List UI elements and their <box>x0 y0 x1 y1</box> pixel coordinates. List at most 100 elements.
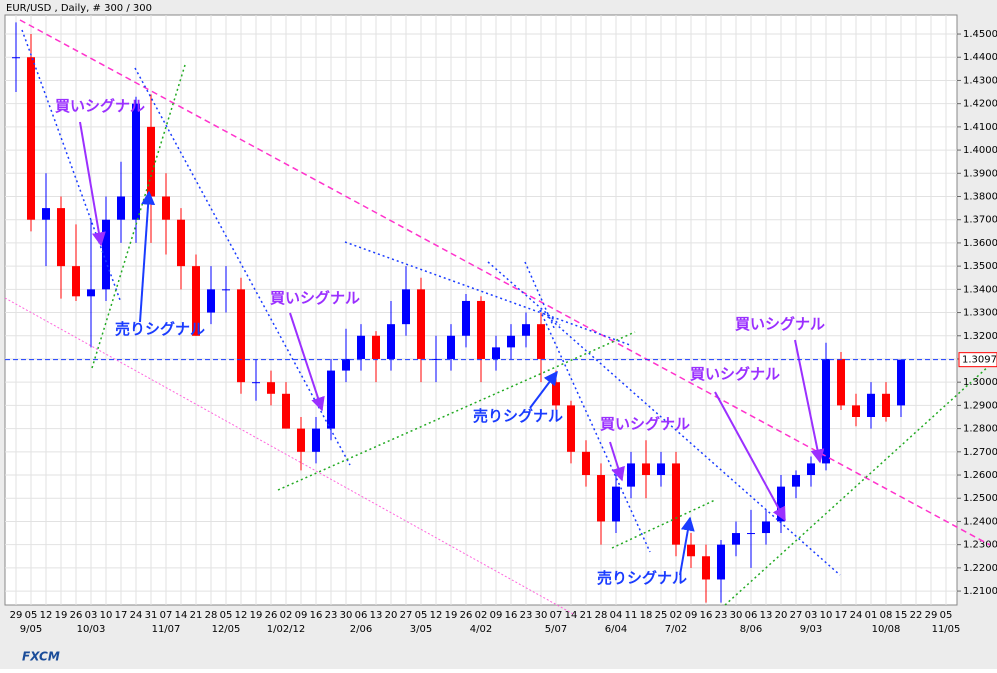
last-price-box <box>958 352 997 368</box>
x-tick-label: 27 <box>790 610 803 621</box>
candle-body <box>852 405 860 417</box>
x-tick-label: 07 <box>160 610 173 621</box>
x-tick-label: 29 <box>925 610 938 621</box>
x-tick-label: 02 <box>670 610 683 621</box>
x-tick-label: 06 <box>355 610 368 621</box>
x-tick-label: 20 <box>775 610 788 621</box>
trendline <box>539 309 841 576</box>
annotation: 買いシグナル <box>690 365 780 383</box>
candle-body <box>252 382 260 384</box>
x-month-label: 10/03 <box>77 624 106 635</box>
annotation: 買いシグナル <box>735 315 825 333</box>
candle-body <box>372 335 380 359</box>
x-month-label: 11/05 <box>932 624 961 635</box>
trendline <box>4 297 576 616</box>
y-tick-label: 1.4100 <box>963 122 997 133</box>
x-month-label: 9/05 <box>20 624 42 635</box>
x-month-label: 11/07 <box>152 624 181 635</box>
y-tick-label: 1.3600 <box>963 238 997 249</box>
x-tick-label: 07 <box>550 610 563 621</box>
x-month-label: 1/02/12 <box>267 624 306 635</box>
candle-body <box>657 463 665 476</box>
x-month-label: 2/06 <box>350 624 372 635</box>
logo: FXCM <box>22 650 60 664</box>
x-tick-label: 28 <box>595 610 608 621</box>
y-tick-label: 1.3300 <box>963 308 997 319</box>
candle-body <box>867 393 875 417</box>
y-tick-label: 1.2500 <box>963 493 997 504</box>
y-tick-label: 1.4000 <box>963 145 997 156</box>
candle-body <box>162 196 170 220</box>
x-tick-label: 29 <box>10 610 23 621</box>
x-tick-label: 18 <box>640 610 653 621</box>
x-tick-label: 24 <box>130 610 143 621</box>
y-tick-label: 1.3500 <box>963 261 997 272</box>
x-tick-label: 24 <box>850 610 863 621</box>
x-month-label: 7/02 <box>665 624 687 635</box>
annotation: 買いシグナル <box>55 97 145 115</box>
annotation: 売りシグナル <box>115 320 205 338</box>
y-tick-label: 1.3900 <box>963 168 997 179</box>
candle-body <box>192 266 200 336</box>
x-tick-label: 23 <box>325 610 338 621</box>
y-tick-label: 1.2700 <box>963 447 997 458</box>
x-tick-label: 08 <box>880 610 893 621</box>
x-tick-label: 21 <box>580 610 593 621</box>
y-tick-label: 1.2900 <box>963 400 997 411</box>
x-tick-label: 03 <box>805 610 818 621</box>
last-price-label: 1.3097 <box>962 355 997 366</box>
x-tick-label: 19 <box>55 610 68 621</box>
candle-body <box>282 393 290 429</box>
x-tick-label: 09 <box>490 610 503 621</box>
candle-body <box>147 126 155 197</box>
candle-body <box>42 208 50 220</box>
candle-body <box>57 208 65 267</box>
x-month-label: 8/06 <box>740 624 762 635</box>
candle-body <box>822 358 830 464</box>
y-tick-label: 1.3000 <box>963 377 997 388</box>
x-tick-label: 13 <box>760 610 773 621</box>
candle-body <box>897 359 905 406</box>
x-tick-label: 30 <box>340 610 353 621</box>
candle-body <box>357 335 365 359</box>
annotation: 売りシグナル <box>597 569 687 587</box>
x-tick-label: 30 <box>535 610 548 621</box>
y-tick-label: 1.4200 <box>963 99 997 110</box>
x-month-label: 6/04 <box>605 624 627 635</box>
candle-body <box>267 382 275 394</box>
trendline <box>524 261 556 331</box>
candle-body <box>297 428 305 452</box>
y-tick-label: 1.2400 <box>963 516 997 527</box>
annotation: 売りシグナル <box>473 407 563 425</box>
y-tick-label: 1.4300 <box>963 75 997 86</box>
x-tick-label: 22 <box>910 610 923 621</box>
candle-body <box>492 347 500 359</box>
x-tick-label: 05 <box>940 610 953 621</box>
candle-body <box>102 219 110 290</box>
candle-body <box>27 57 35 220</box>
candle-body <box>402 289 410 325</box>
x-tick-label: 12 <box>235 610 248 621</box>
candle-body <box>477 300 485 359</box>
y-tick-label: 1.2800 <box>963 424 997 435</box>
x-tick-label: 28 <box>205 610 218 621</box>
candle-body <box>342 358 350 371</box>
candle-body <box>327 370 335 429</box>
x-tick-label: 05 <box>220 610 233 621</box>
candle-body <box>837 358 845 406</box>
x-month-label: 12/05 <box>212 624 241 635</box>
candle-body <box>207 289 215 313</box>
arrows <box>79 121 825 576</box>
x-tick-label: 05 <box>415 610 428 621</box>
x-tick-label: 09 <box>685 610 698 621</box>
candle-body <box>567 405 575 452</box>
x-tick-label: 10 <box>820 610 833 621</box>
candle-body <box>777 486 785 522</box>
x-tick-label: 25 <box>655 610 668 621</box>
candle-body <box>597 475 605 522</box>
candle-body <box>807 463 815 476</box>
x-tick-label: 26 <box>460 610 473 621</box>
x-tick-label: 30 <box>730 610 743 621</box>
candle-body <box>552 382 560 406</box>
x-tick-label: 14 <box>565 610 578 621</box>
